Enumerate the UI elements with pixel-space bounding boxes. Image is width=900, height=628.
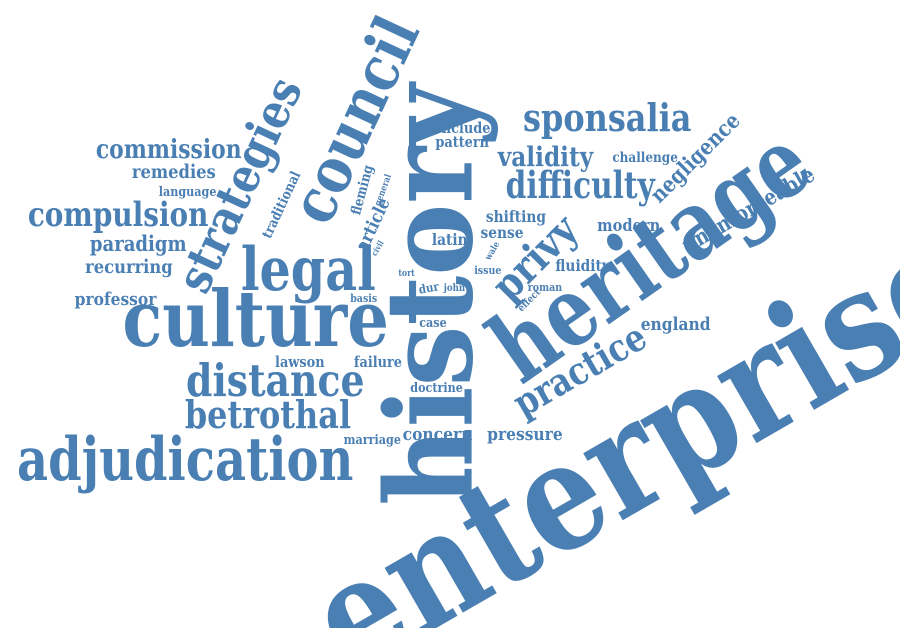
word-marriage: marriage [343, 432, 401, 448]
word-england: england [640, 314, 711, 335]
word-roman: roman [527, 280, 563, 294]
word-sponsalia: sponsalia [523, 95, 692, 140]
word-latin: latin [431, 230, 468, 249]
word-difficulty: difficulty [505, 162, 655, 207]
word-dur: dur [417, 279, 440, 297]
word-failure: failure [353, 352, 403, 371]
word-issue: issue [474, 263, 502, 277]
word-challenge: challenge [612, 150, 678, 166]
word-compulsion: compulsion [27, 195, 209, 235]
word-john: john [443, 283, 465, 294]
word-concern: concern [402, 424, 472, 445]
word-remedies: remedies [131, 160, 216, 183]
word-commission: commission [95, 135, 242, 165]
word-case: case [419, 315, 447, 331]
word-betrothal: betrothal [184, 392, 352, 437]
word-culture: culture [121, 274, 389, 365]
word-basis: basis [349, 291, 377, 305]
word-adjudication: adjudication [17, 425, 354, 495]
word-paradigm: paradigm [89, 230, 187, 256]
word-conclude: conclude [425, 118, 491, 137]
word-pressure: pressure [487, 424, 563, 445]
word-distance: distance [185, 353, 365, 407]
word-shifting: shifting [485, 207, 546, 226]
word-fluidity: fluidity [554, 256, 610, 275]
word-professor: professor [74, 289, 156, 310]
word-doctrine: doctrine [409, 380, 463, 396]
word-pattern: pattern [435, 132, 490, 151]
word-recurring: recurring [85, 255, 173, 278]
word-language: language [158, 184, 216, 200]
word-lawson: lawson [275, 352, 325, 371]
word-validity: validity [497, 141, 593, 173]
word-tort: tort [397, 268, 415, 279]
word-legal: legal [240, 235, 376, 305]
word-modern: modern [596, 215, 660, 236]
word-sense: sense [480, 223, 524, 242]
